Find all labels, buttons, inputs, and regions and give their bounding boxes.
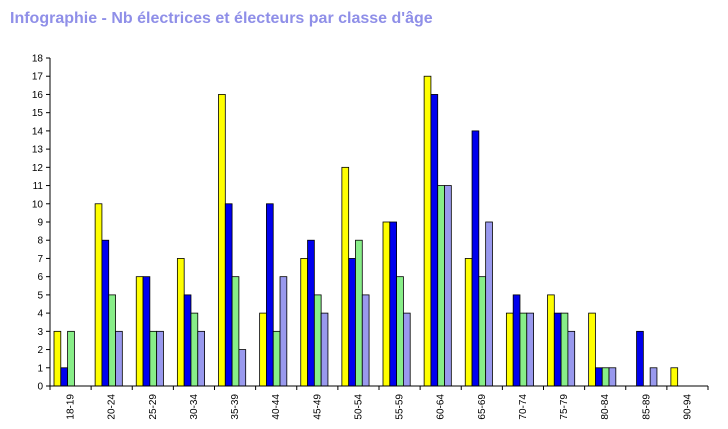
y-tick-label: 4 — [37, 309, 43, 320]
x-tick-label: 55-59 — [395, 394, 406, 420]
bar-45-49-3 — [320, 312, 329, 387]
bar-40-44-3 — [279, 276, 288, 387]
bar-35-39-3 — [238, 349, 247, 387]
x-tick-label: 50-54 — [353, 394, 364, 420]
bar-50-54-2 — [355, 239, 363, 387]
x-tick-label: 65-69 — [477, 394, 488, 420]
bar-85-89-3 — [649, 367, 658, 387]
x-tick-label: 25-29 — [148, 394, 159, 420]
bar-80-84-3 — [608, 367, 617, 387]
y-tick-label: 8 — [37, 236, 43, 247]
y-tick-label: 12 — [32, 163, 44, 174]
y-tick-label: 0 — [37, 382, 43, 393]
bar-75-79-2 — [560, 312, 569, 387]
bar-45-49-0 — [300, 258, 308, 387]
bar-75-79-1 — [553, 312, 562, 387]
bar-65-69-2 — [478, 276, 487, 387]
bar-55-59-1 — [389, 221, 397, 387]
bar-75-79-0 — [547, 294, 555, 387]
y-tick-label: 11 — [33, 181, 44, 192]
bar-40-44-2 — [272, 330, 281, 387]
bar-25-29-0 — [135, 276, 144, 387]
x-tick-label: 90-94 — [682, 394, 693, 420]
bar-25-29-1 — [142, 276, 151, 387]
bar-70-74-2 — [519, 312, 528, 387]
x-tick-label: 45-49 — [312, 394, 323, 420]
bar-80-84-0 — [588, 312, 596, 387]
bar-60-64-2 — [437, 185, 445, 387]
y-tick-label: 17 — [32, 72, 44, 83]
bar-25-29-3 — [156, 330, 164, 387]
y-tick-label: 14 — [32, 126, 44, 137]
x-tick-label: 40-44 — [271, 394, 282, 420]
bar-18-19-1 — [60, 367, 68, 387]
bar-30-34-1 — [183, 294, 192, 387]
bar-30-34-3 — [197, 330, 205, 387]
x-tick-label: 60-64 — [436, 394, 447, 420]
x-tick-label: 20-24 — [107, 394, 118, 420]
y-tick-label: 7 — [37, 254, 43, 265]
y-tick-label: 15 — [32, 108, 44, 119]
y-tick-label: 9 — [37, 218, 43, 229]
bar-90-94-0 — [670, 367, 679, 387]
bar-65-69-0 — [464, 258, 473, 387]
x-axis-ticks: 18-19 20-24 25-29 30-34 35-39 40-44 45-49 50-54… — [49, 386, 709, 420]
bar-25-29-2 — [149, 330, 158, 387]
bar-50-54-0 — [341, 166, 350, 387]
bar-35-39-0 — [218, 94, 226, 387]
bar-85-89-1 — [636, 330, 644, 387]
x-tick-label: 35-39 — [230, 394, 241, 420]
y-tick-label: 1 — [37, 363, 43, 374]
y-tick-label: 6 — [37, 272, 43, 283]
bar-55-59-2 — [396, 276, 404, 387]
x-tick-label: 85-89 — [641, 394, 652, 420]
y-tick-label: 2 — [37, 345, 43, 356]
bar-20-24-0 — [94, 203, 103, 387]
y-tick-label: 10 — [32, 199, 44, 210]
bar-55-59-0 — [382, 221, 391, 387]
y-tick-label: 13 — [32, 145, 44, 156]
bar-45-49-1 — [307, 239, 315, 387]
x-tick-label: 80-84 — [600, 394, 611, 420]
bar-60-64-1 — [430, 94, 439, 387]
bar-50-54-1 — [348, 258, 356, 387]
bar-30-34-2 — [190, 312, 199, 387]
bar-20-24-1 — [101, 239, 110, 387]
y-tick-label: 18 — [32, 54, 44, 65]
bar-18-19-0 — [53, 330, 62, 387]
y-tick-label: 16 — [32, 90, 44, 101]
bars — [53, 75, 679, 387]
y-tick-label: 3 — [37, 327, 43, 338]
bar-60-64-0 — [423, 75, 432, 387]
y-tick-label: 5 — [37, 290, 43, 301]
x-tick-label: 30-34 — [189, 394, 200, 420]
bar-65-69-1 — [471, 130, 480, 387]
bar-80-84-1 — [595, 367, 603, 387]
bar-18-19-2 — [67, 330, 75, 387]
bar-70-74-1 — [512, 294, 521, 387]
bar-55-59-3 — [402, 312, 411, 387]
bar-70-74-0 — [505, 312, 514, 387]
bar-80-84-2 — [601, 367, 610, 387]
bar-20-24-2 — [108, 294, 116, 387]
bar-75-79-3 — [567, 330, 576, 387]
bar-65-69-3 — [485, 221, 493, 387]
chart-title: Infographie - Nb électrices et électeurs… — [10, 10, 433, 27]
bar-30-34-0 — [176, 258, 185, 387]
bar-70-74-3 — [526, 312, 534, 387]
bar-20-24-3 — [115, 330, 123, 387]
bar-40-44-0 — [259, 312, 267, 387]
bar-50-54-3 — [361, 294, 370, 387]
x-tick-label: 18-19 — [66, 394, 77, 420]
bar-60-64-3 — [444, 185, 452, 387]
bar-45-49-2 — [313, 294, 322, 387]
x-tick-label: 70-74 — [518, 394, 529, 420]
x-tick-label: 75-79 — [559, 394, 570, 420]
bar-40-44-1 — [266, 203, 274, 387]
bar-35-39-1 — [224, 203, 233, 387]
bar-35-39-2 — [231, 276, 240, 387]
